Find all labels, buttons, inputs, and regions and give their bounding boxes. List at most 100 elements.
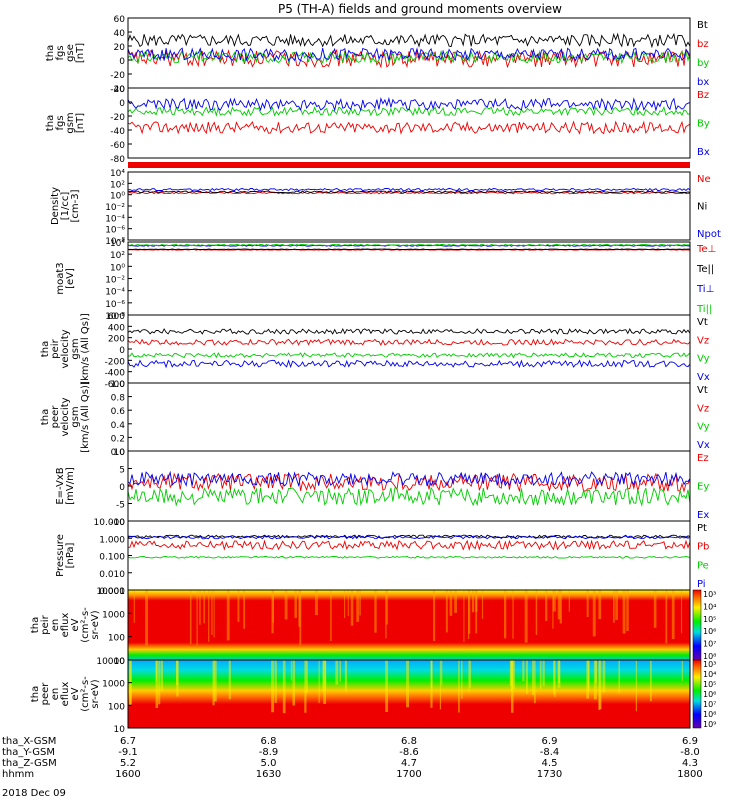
- ytick-label: 10⁻⁸: [105, 237, 125, 247]
- heatmap-streak: [386, 590, 388, 625]
- ylabel-line: Density: [50, 187, 61, 225]
- heatmap-streak: [532, 660, 535, 695]
- ylabel-line: Pressure: [55, 534, 66, 577]
- series-line-Bx: [127, 96, 691, 112]
- legend-bx: bx: [697, 77, 709, 88]
- legend-Vz: Vz: [697, 403, 709, 414]
- heatmap-streak: [558, 660, 560, 684]
- heatmap-streak: [559, 590, 562, 624]
- heatmap-streak: [586, 660, 589, 699]
- ytick-label: 10⁻⁶: [105, 226, 125, 236]
- series-line-Pe: [127, 555, 691, 559]
- heatmap-streak: [618, 660, 620, 694]
- heatmap-streak: [284, 590, 288, 620]
- heatmap-streak: [650, 660, 652, 702]
- series-line-Ey: [127, 486, 691, 507]
- ylabel-line: E=-VxB: [55, 467, 66, 504]
- panel-frame: [127, 241, 691, 316]
- panel-frame: [127, 659, 691, 729]
- ytick-label: 10: [114, 448, 126, 458]
- ylabel-line: peir: [40, 614, 51, 634]
- ytick-label: 20: [114, 43, 126, 53]
- ytick-label: 60: [114, 15, 126, 25]
- heatmap-streak: [274, 660, 277, 703]
- heatmap-streak: [243, 590, 246, 629]
- ytick-label: 10⁻²: [105, 276, 125, 286]
- heatmap-streak: [203, 590, 205, 624]
- heatmap-streak: [512, 660, 515, 689]
- legend-Vx: Vx: [697, 372, 710, 383]
- colorbar-tick-label: 10³: [703, 660, 716, 669]
- ytick-label: 10000: [96, 657, 125, 667]
- panel-fgs_gse: thafgsgse[nT] Bt bz by bx 60 40 20 0 -20 -40: [45, 15, 709, 95]
- legend-Ez: Ez: [697, 453, 709, 464]
- xaxis-value: -8.9: [259, 747, 279, 758]
- heatmap-streak: [196, 590, 198, 646]
- heatmap-streak: [512, 590, 514, 639]
- heatmap-streak: [199, 590, 201, 625]
- heatmap-streak: [213, 660, 217, 702]
- ylabel-line: eV: [70, 687, 81, 700]
- ytick-label: -40: [110, 85, 125, 95]
- panel-ylabel: thafgsgsm[nT]: [45, 112, 86, 133]
- ylabel-line: sr-eV): [90, 679, 101, 708]
- ytick-label: 10.000: [94, 518, 126, 528]
- ytick-label: 10⁴: [110, 239, 125, 249]
- colorbar-tick-label: 10⁶: [703, 690, 716, 699]
- ytick-label: -60: [110, 141, 125, 151]
- series-line-Ti||: [127, 243, 691, 247]
- ylabel-line: fgs: [55, 115, 66, 130]
- ylabel-line: velocity: [60, 329, 71, 368]
- heatmap-streak: [481, 590, 484, 619]
- legend-Ni: Ni: [697, 202, 707, 213]
- series-line-Npot: [127, 187, 691, 192]
- ylabel-line: (cm²-s-: [80, 676, 91, 712]
- ytick-label: 10⁴: [110, 169, 125, 179]
- heatmap-streak: [385, 590, 387, 639]
- heatmap-streak: [542, 660, 545, 687]
- ylabel-line: [km/s (All Qs)]: [80, 313, 91, 385]
- heatmap-streak: [189, 590, 192, 645]
- heatmap-streak: [211, 590, 213, 635]
- heatmap-streak: [635, 660, 637, 712]
- series-line-Ez: [127, 472, 691, 493]
- heatmap-streak: [503, 590, 507, 639]
- xaxis-value: 4.3: [682, 758, 698, 769]
- ytick-label: -600: [105, 380, 126, 390]
- series-line-Te||: [127, 248, 690, 251]
- heatmap-streak: [445, 590, 448, 633]
- heatmap-streak: [356, 590, 360, 622]
- ylabel-line: tha: [40, 341, 51, 357]
- xaxis-row-label: tha_X-GSM: [2, 736, 56, 747]
- heatmap-streak: [463, 590, 465, 642]
- legend-Bx: Bx: [697, 147, 710, 158]
- xaxis-value: -8.6: [399, 747, 419, 758]
- heatmap-streak: [602, 660, 606, 693]
- ylabel-line: (cm²-s-: [80, 607, 91, 643]
- heatmap-streak: [681, 590, 683, 634]
- panel-frame: [127, 314, 691, 384]
- ytick-label: 10²: [110, 180, 125, 190]
- colorbar-tick-label: 10⁹: [703, 720, 716, 729]
- panel-frame: [127, 87, 691, 159]
- ytick-label: 100: [108, 634, 125, 644]
- heatmap-image: [128, 590, 690, 660]
- heatmap-streak: [385, 660, 389, 713]
- ytick-label: 600: [108, 312, 125, 322]
- xaxis-row-label: hhmm: [2, 769, 34, 780]
- heatmap-streak: [598, 590, 602, 620]
- heatmap-streak: [318, 660, 320, 704]
- ylabel-line: eV: [70, 618, 81, 631]
- series-line-Pb: [128, 539, 691, 552]
- ytick-label: 10⁻⁸: [105, 312, 125, 322]
- panel-peir_velocity: thapeirvelocitygsm[km/s (All Qs)] Vt Vz Vy V…: [40, 312, 710, 390]
- xaxis-value: 4.5: [542, 758, 558, 769]
- ytick-label: 10⁻⁴: [105, 214, 125, 224]
- xaxis-value: 1600: [115, 769, 140, 780]
- ylabel-line: [eV]: [65, 268, 76, 289]
- ytick-label: 10⁰: [110, 192, 125, 202]
- heatmap-streak: [653, 590, 657, 628]
- ylabel-line: peir: [50, 338, 61, 358]
- heatmap-streak: [160, 660, 164, 691]
- ytick-label: 0.010: [99, 570, 125, 580]
